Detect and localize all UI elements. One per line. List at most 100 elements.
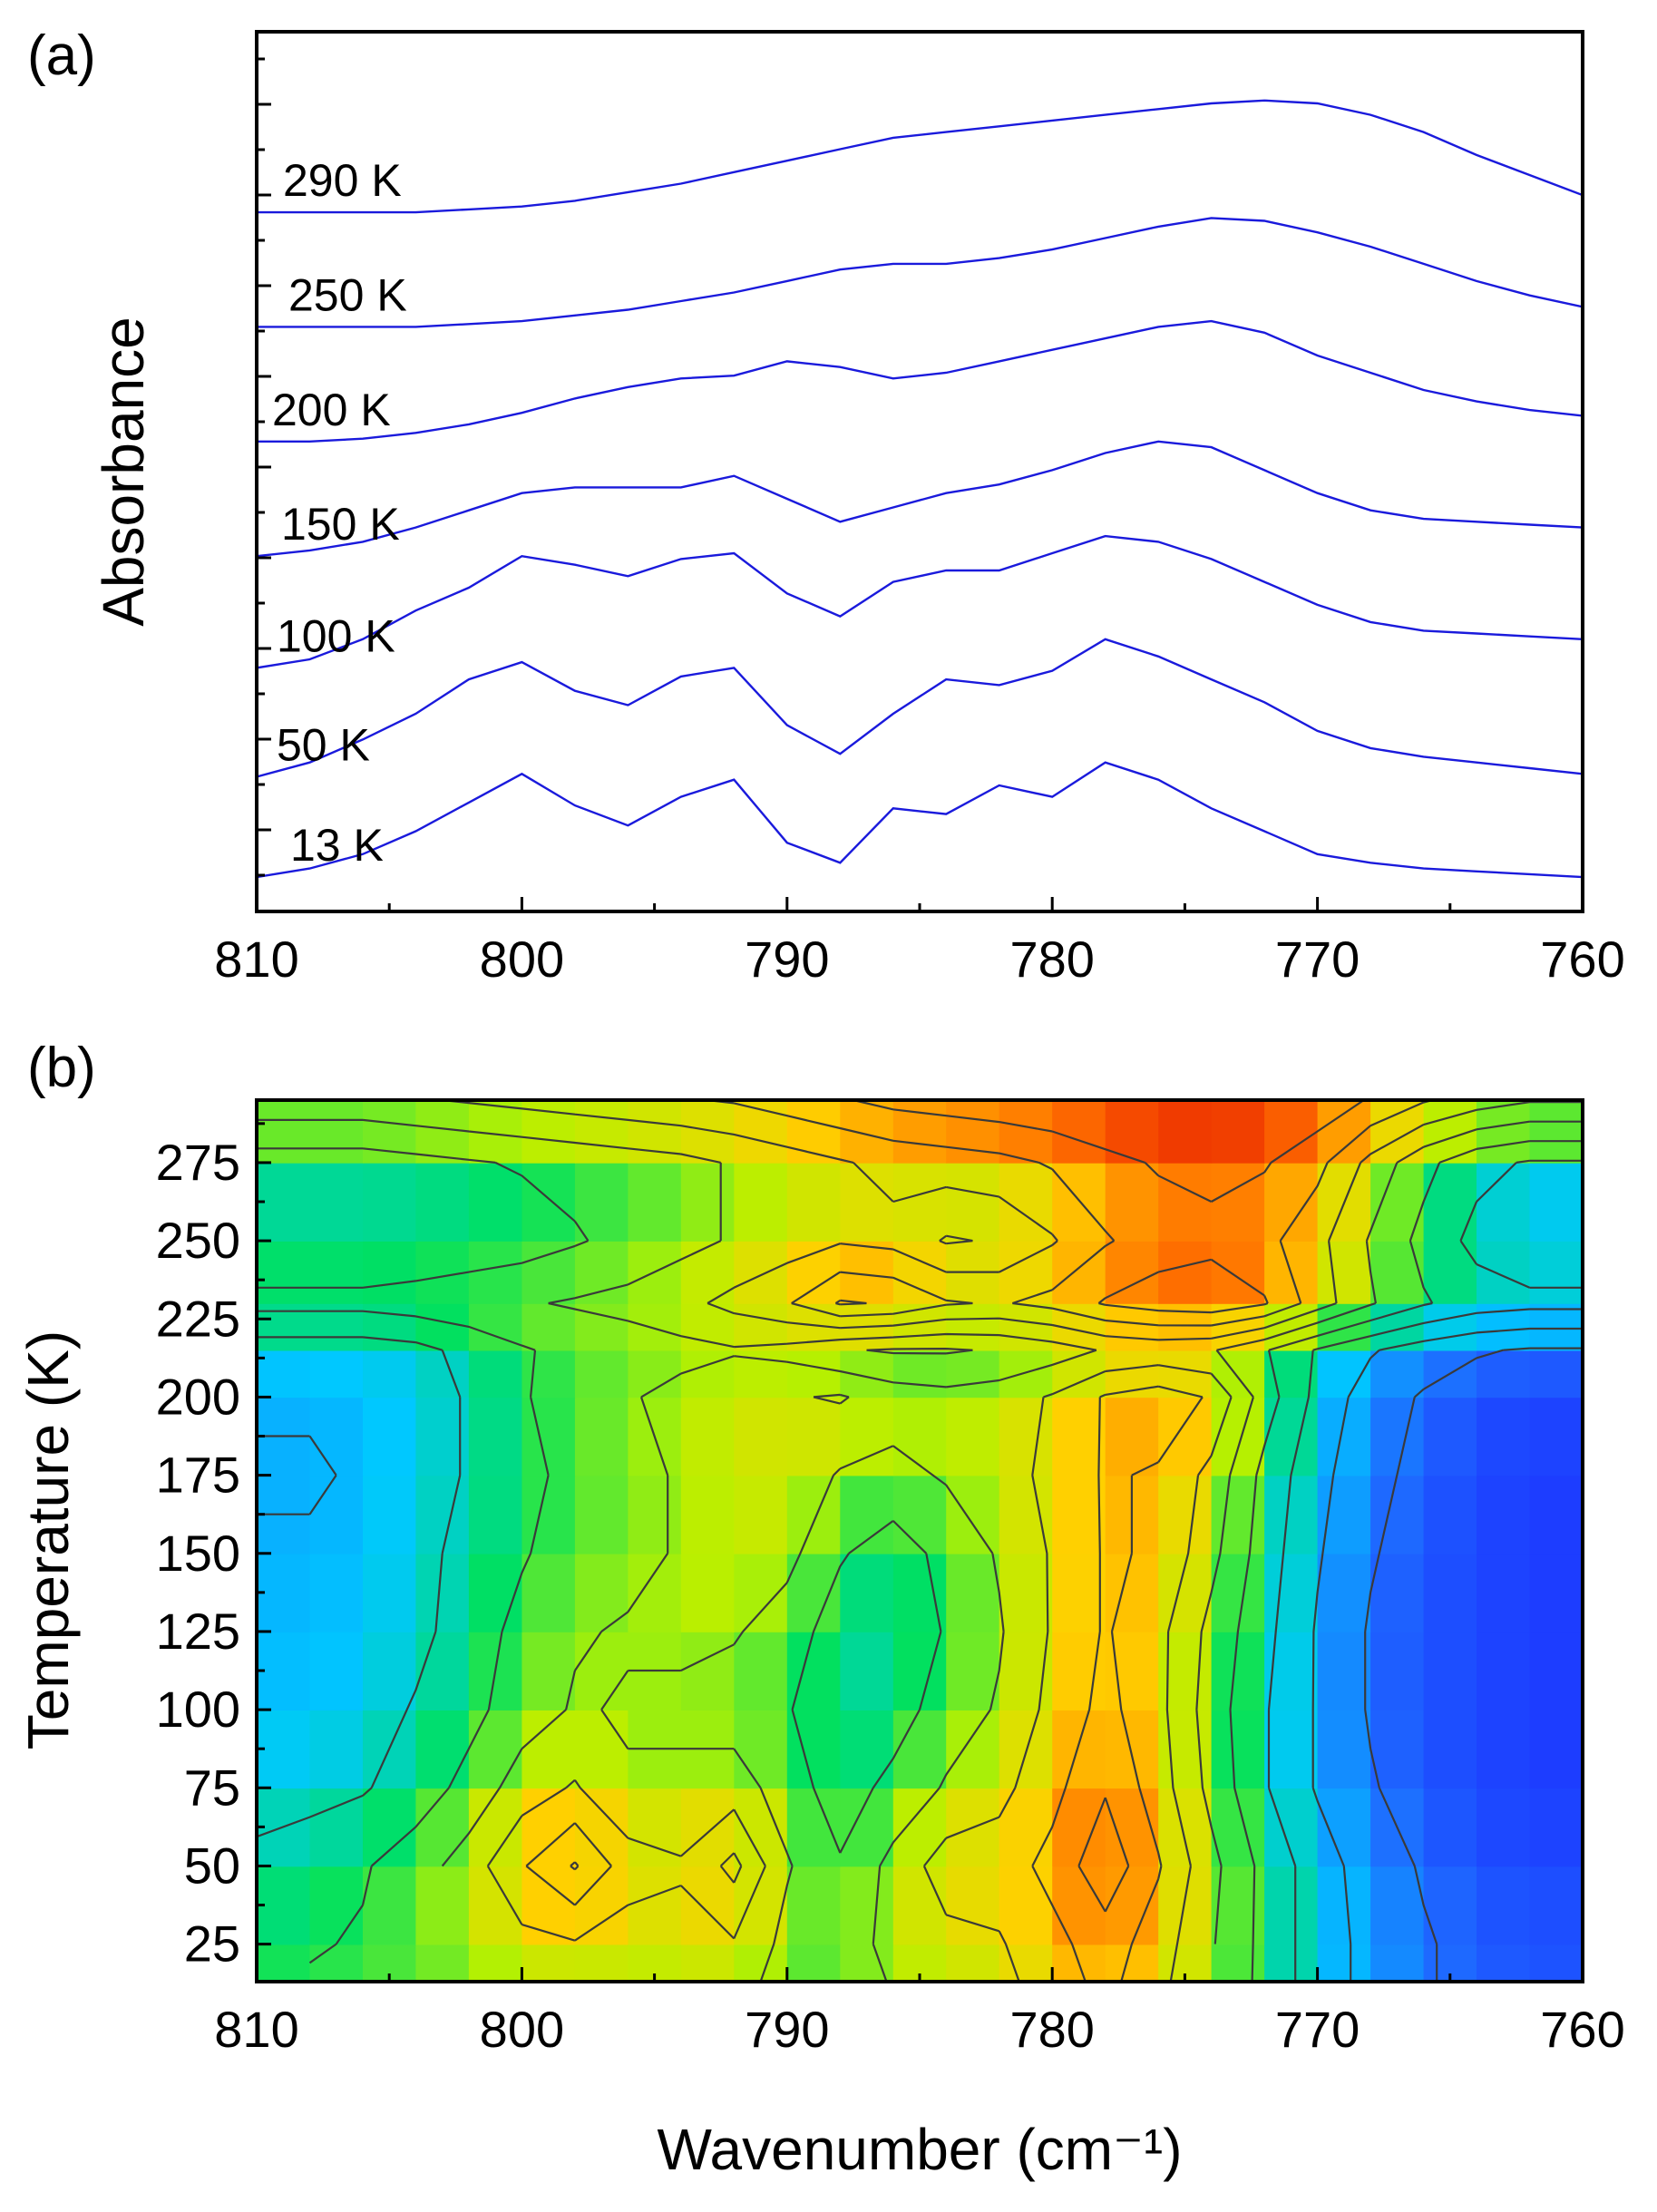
heatmap-cell bbox=[1105, 1553, 1159, 1632]
heatmap-cell bbox=[1423, 1866, 1477, 1945]
heatmap-cell bbox=[1423, 1553, 1477, 1632]
heatmap-cell bbox=[840, 1553, 894, 1632]
heatmap-cell bbox=[1264, 1866, 1319, 1945]
heatmap-cell bbox=[468, 1553, 523, 1632]
panel-b-y-tick-label: 25 bbox=[184, 1915, 240, 1973]
curve-label-100k: 100 K bbox=[277, 610, 395, 661]
heatmap-cell bbox=[1158, 1100, 1213, 1164]
heatmap-cell bbox=[1158, 1866, 1213, 1945]
heatmap-cell bbox=[521, 1475, 576, 1554]
heatmap-cell bbox=[840, 1710, 894, 1789]
heatmap-cell bbox=[999, 1397, 1053, 1476]
contour-line bbox=[257, 1159, 1583, 1982]
heatmap-cell bbox=[574, 1866, 629, 1945]
heatmap-cell bbox=[1529, 1788, 1583, 1867]
heatmap-cell bbox=[734, 1100, 788, 1164]
contour-line bbox=[1364, 1347, 1583, 1982]
curve-label-50k: 50 K bbox=[277, 720, 370, 771]
panel-b-y-axis-title: Temperature (K) bbox=[15, 1330, 81, 1749]
heatmap-cell bbox=[628, 1162, 682, 1242]
heatmap-cell bbox=[1529, 1475, 1583, 1554]
heatmap-cell bbox=[1317, 1241, 1371, 1304]
contour-line bbox=[257, 1118, 1583, 1982]
heatmap-cell bbox=[468, 1475, 523, 1554]
heatmap-cell bbox=[1317, 1788, 1371, 1867]
heatmap-cell bbox=[521, 1632, 576, 1710]
heatmap-cell bbox=[1264, 1397, 1319, 1476]
heatmap-cell bbox=[734, 1241, 788, 1304]
heatmap-cell bbox=[1529, 1866, 1583, 1945]
heatmap-cell bbox=[1052, 1788, 1106, 1867]
heatmap-cell bbox=[1158, 1788, 1213, 1867]
heatmap-cell bbox=[892, 1788, 948, 1867]
heatmap-cell bbox=[1158, 1397, 1213, 1476]
curve-label-290k: 290 K bbox=[283, 155, 402, 206]
heatmap-cell bbox=[1529, 1632, 1583, 1710]
heatmap-cell bbox=[1052, 1162, 1106, 1242]
heatmap-cell bbox=[521, 1350, 576, 1398]
panel-b-contour-lines bbox=[257, 1100, 1583, 1982]
panel-b-x-tick-label: 770 bbox=[1275, 2001, 1360, 2058]
heatmap-cell bbox=[574, 1397, 629, 1476]
heatmap-cell bbox=[680, 1553, 736, 1632]
heatmap-cell bbox=[946, 1710, 1000, 1789]
heatmap-cell bbox=[1264, 1710, 1319, 1789]
heatmap-cell bbox=[892, 1162, 948, 1242]
heatmap-cell bbox=[628, 1553, 682, 1632]
heatmap-cell bbox=[363, 1788, 417, 1867]
heatmap-cell bbox=[1477, 1553, 1531, 1632]
panel-a-x-tick-label: 770 bbox=[1275, 931, 1360, 988]
heatmap-cell bbox=[628, 1350, 682, 1398]
contour-line bbox=[570, 1100, 1365, 1913]
heatmap-cell bbox=[840, 1162, 894, 1242]
heatmap-cell bbox=[1317, 1944, 1371, 1982]
heatmap-cell bbox=[309, 1397, 364, 1476]
heatmap-cell bbox=[786, 1553, 842, 1632]
heatmap-cell bbox=[415, 1944, 470, 1982]
heatmap-cell bbox=[840, 1632, 894, 1710]
heatmap-cell bbox=[574, 1944, 629, 1982]
heatmap-cell bbox=[946, 1475, 1000, 1554]
heatmap-cell bbox=[468, 1241, 523, 1304]
heatmap-cell bbox=[468, 1162, 523, 1242]
contour-line bbox=[257, 1140, 1583, 1982]
heatmap-cell bbox=[415, 1553, 470, 1632]
heatmap-cell bbox=[1317, 1553, 1371, 1632]
heatmap-cell bbox=[415, 1162, 470, 1242]
heatmap-cell bbox=[1423, 1788, 1477, 1867]
heatmap-cell bbox=[363, 1162, 417, 1242]
heatmap-cell bbox=[1211, 1710, 1265, 1789]
heatmap-cell bbox=[946, 1100, 1000, 1164]
heatmap-cell bbox=[574, 1710, 629, 1789]
heatmap-cell bbox=[1477, 1241, 1531, 1304]
heatmap-cell bbox=[628, 1788, 682, 1867]
contour-line bbox=[257, 1327, 1583, 1982]
heatmap-cell bbox=[363, 1397, 417, 1476]
curve-150k bbox=[257, 440, 1583, 558]
heatmap-cell bbox=[363, 1350, 417, 1398]
heatmap-cell bbox=[257, 1710, 311, 1789]
heatmap-cell bbox=[1529, 1100, 1583, 1164]
panel-b-y-tick-label: 75 bbox=[184, 1759, 240, 1816]
heatmap-cell bbox=[1211, 1475, 1265, 1554]
curve-label-250k: 250 K bbox=[288, 269, 407, 320]
heatmap-cell bbox=[1477, 1100, 1531, 1164]
heatmap-cell bbox=[680, 1100, 736, 1164]
heatmap-cell bbox=[680, 1475, 736, 1554]
heatmap-cell bbox=[1370, 1241, 1425, 1304]
heatmap-cell bbox=[999, 1788, 1053, 1867]
heatmap-cell bbox=[1423, 1475, 1477, 1554]
heatmap-cell bbox=[999, 1100, 1053, 1164]
panel-b: (b) 810 800 790 780 770 760 25 50 75 100 125 150 17… bbox=[15, 1037, 1625, 2182]
heatmap-cell bbox=[1158, 1350, 1213, 1398]
heatmap-cell bbox=[574, 1475, 629, 1554]
heatmap-cell bbox=[1529, 1397, 1583, 1476]
heatmap-cell bbox=[468, 1397, 523, 1476]
panel-b-y-tick-label: 200 bbox=[156, 1368, 240, 1425]
heatmap-cell bbox=[892, 1350, 948, 1398]
curve-label-13k: 13 K bbox=[290, 820, 384, 871]
heatmap-cell bbox=[309, 1866, 364, 1945]
panel-b-x-tick-label: 800 bbox=[480, 2001, 564, 2058]
heatmap-cell bbox=[1264, 1475, 1319, 1554]
heatmap-cell bbox=[734, 1162, 788, 1242]
